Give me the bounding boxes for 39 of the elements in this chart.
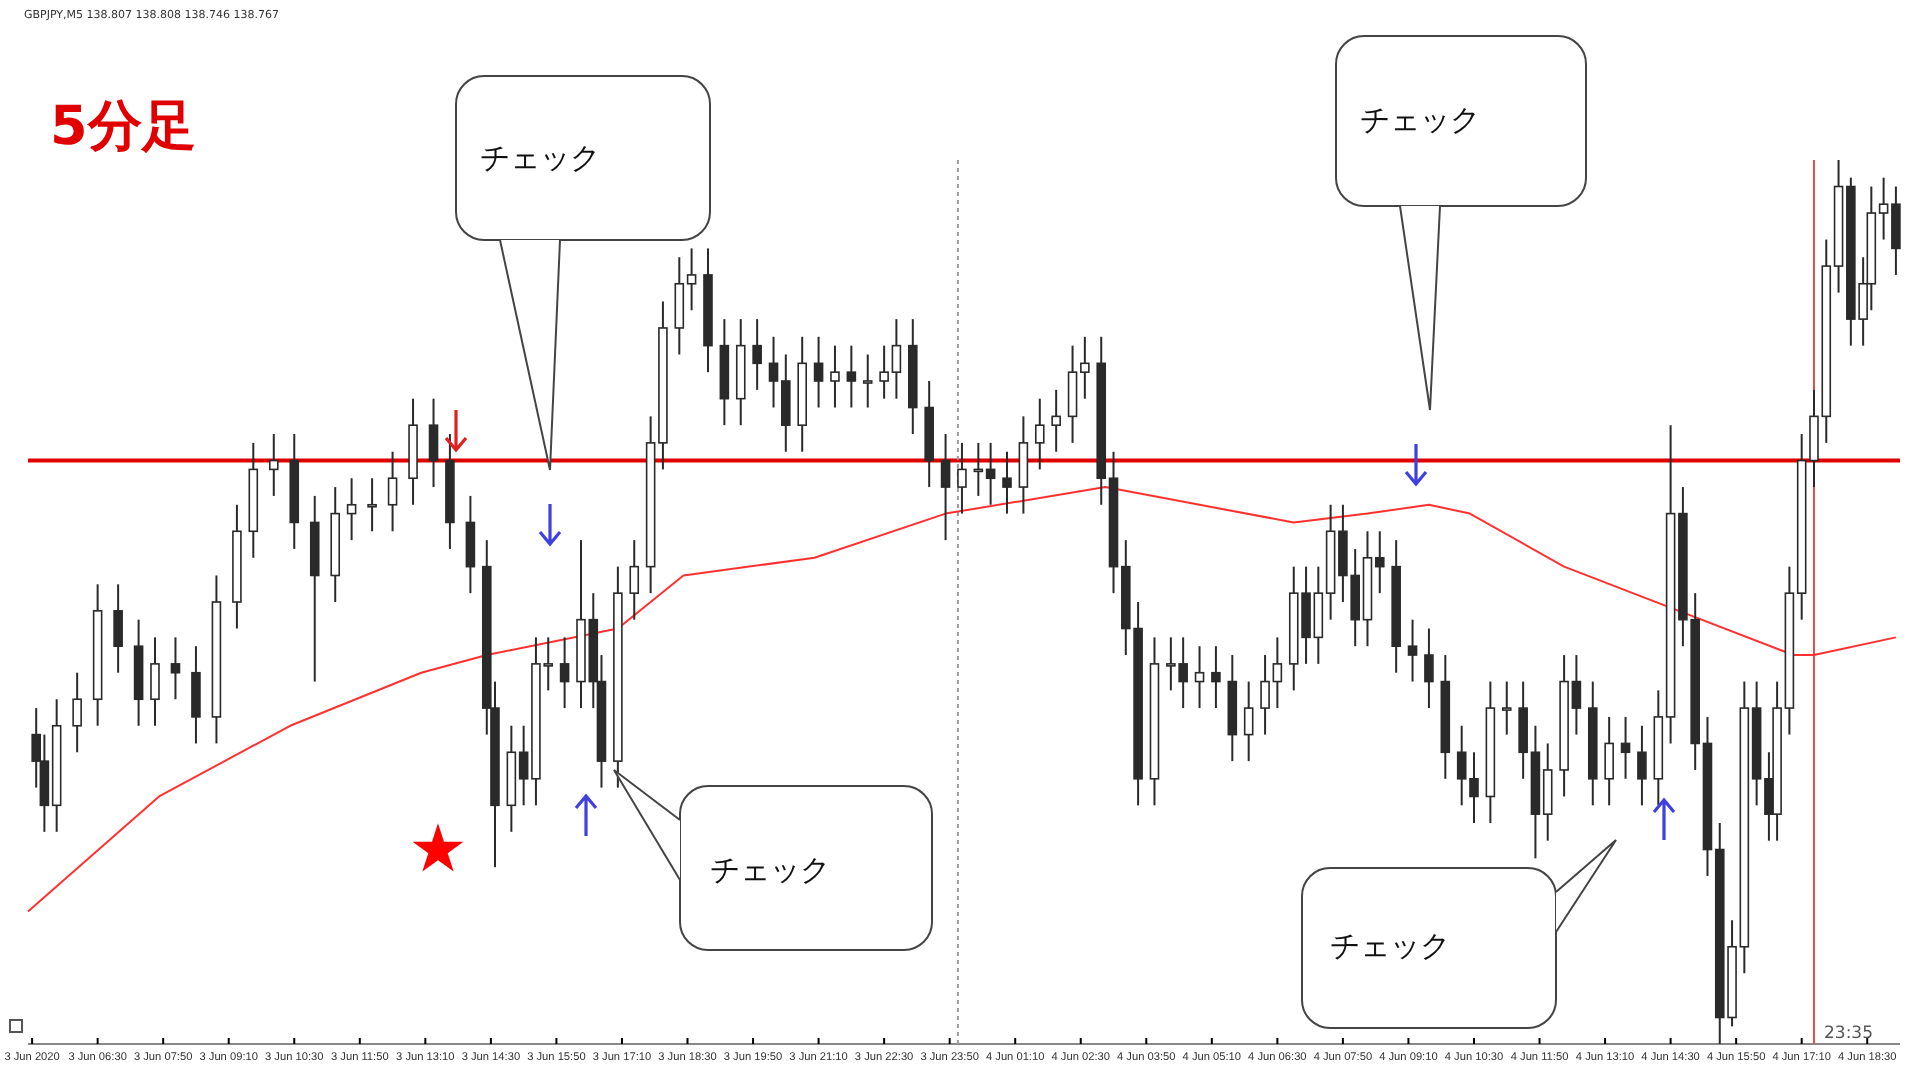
candlestick	[170, 636, 181, 701]
candlestick	[1194, 645, 1205, 710]
annotation: 23:35	[1824, 1024, 1873, 1044]
candlestick	[1051, 388, 1061, 453]
candlestick	[1424, 627, 1434, 710]
candlestick	[1620, 715, 1631, 780]
candlestick	[428, 397, 439, 489]
candlestick	[1211, 645, 1221, 710]
candlestick	[629, 539, 640, 621]
candlestick	[72, 671, 82, 754]
candlestick	[1018, 415, 1029, 515]
candlestick	[113, 583, 123, 674]
candlestick	[1604, 715, 1614, 807]
candlestick	[1002, 450, 1012, 515]
candlestick	[752, 318, 762, 391]
candlestick	[191, 645, 201, 745]
candlestick	[465, 494, 476, 595]
annotation: チェック	[480, 140, 600, 176]
candlestick	[559, 636, 570, 710]
text: チェック	[1360, 102, 1480, 138]
candlestick	[1637, 724, 1647, 807]
chart-title: 5分足	[50, 96, 196, 158]
candlestick	[346, 477, 357, 542]
candlestick	[813, 335, 824, 409]
candlestick	[957, 441, 967, 515]
annotation: チェック	[1330, 928, 1450, 964]
candlestick	[830, 344, 840, 409]
candlestick	[268, 433, 279, 497]
candlestick	[150, 636, 160, 727]
candlestick	[1034, 397, 1045, 471]
candlestick	[862, 353, 873, 409]
candlestick	[940, 433, 951, 542]
candlestick	[846, 344, 857, 409]
annotation: チェック	[710, 852, 830, 888]
candlestick	[1407, 618, 1418, 683]
candlestick	[387, 450, 398, 533]
candlestick	[1501, 680, 1512, 736]
candlestick	[367, 477, 377, 533]
candlestick	[1243, 680, 1254, 763]
